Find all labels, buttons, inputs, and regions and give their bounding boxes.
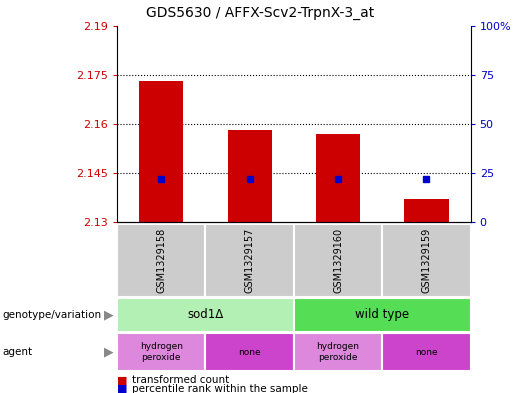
Bar (294, 333, 382, 371)
Bar (139, 81, 184, 222)
Text: sod1Δ: sod1Δ (187, 308, 224, 321)
Bar (117, 298, 294, 332)
Bar (294, 224, 382, 297)
Text: hydrogen
peroxide: hydrogen peroxide (140, 342, 183, 362)
Bar (117, 333, 205, 371)
Text: ■: ■ (117, 384, 127, 393)
Bar (228, 130, 271, 222)
Text: agent: agent (3, 347, 33, 357)
Text: ▶: ▶ (105, 308, 114, 321)
Text: genotype/variation: genotype/variation (3, 310, 102, 320)
Bar (382, 224, 471, 297)
Text: none: none (238, 348, 261, 356)
Bar (117, 224, 205, 297)
Text: none: none (415, 348, 438, 356)
Text: GSM1329160: GSM1329160 (333, 228, 343, 293)
Bar (205, 333, 294, 371)
Text: percentile rank within the sample: percentile rank within the sample (132, 384, 307, 393)
Bar (205, 224, 294, 297)
Text: GSM1329158: GSM1329158 (156, 228, 166, 293)
Text: GDS5630 / AFFX-Scv2-TrpnX-3_at: GDS5630 / AFFX-Scv2-TrpnX-3_at (146, 6, 374, 20)
Bar (294, 298, 471, 332)
Text: ■: ■ (117, 375, 127, 386)
Text: GSM1329159: GSM1329159 (421, 228, 432, 293)
Bar (382, 333, 471, 371)
Text: wild type: wild type (355, 308, 409, 321)
Text: GSM1329157: GSM1329157 (244, 228, 255, 293)
Bar (405, 199, 448, 222)
Bar (316, 134, 360, 222)
Text: ▶: ▶ (105, 345, 114, 359)
Text: transformed count: transformed count (132, 375, 229, 386)
Text: hydrogen
peroxide: hydrogen peroxide (317, 342, 359, 362)
